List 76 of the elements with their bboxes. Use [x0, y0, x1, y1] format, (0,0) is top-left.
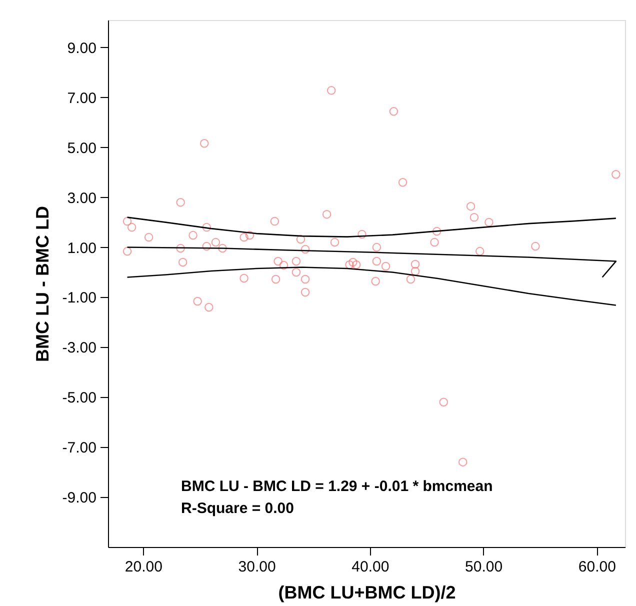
point — [430, 238, 439, 247]
y-axis-title: BMC LU - BMC LD — [32, 206, 52, 362]
y-tick-label: 3.00 — [67, 190, 96, 207]
point — [458, 458, 468, 466]
point — [300, 274, 310, 284]
point — [122, 216, 132, 226]
y-tick-label: 5.00 — [67, 140, 96, 157]
point — [531, 242, 540, 251]
point — [322, 210, 332, 219]
point — [144, 232, 154, 242]
point — [466, 202, 476, 211]
point — [348, 258, 358, 267]
x-tick-label: 30.00 — [238, 558, 276, 576]
x-tick-label: 60.00 — [578, 558, 616, 576]
point — [274, 256, 282, 266]
y-tick-label: 1.00 — [67, 240, 96, 257]
point — [271, 274, 280, 284]
point — [372, 256, 382, 266]
line-series — [126, 216, 617, 238]
point — [410, 260, 420, 269]
point — [300, 244, 310, 254]
point — [352, 260, 361, 270]
y-tick-label: -9.00 — [62, 490, 96, 507]
point — [122, 246, 132, 256]
point — [127, 222, 136, 232]
point — [279, 260, 288, 270]
point — [270, 216, 280, 226]
point — [188, 230, 198, 240]
y-tick-label: -7.00 — [62, 440, 96, 457]
y-tick-label: 7.00 — [67, 90, 96, 107]
point — [300, 288, 310, 297]
point — [476, 246, 484, 256]
y-tick-label: -1.00 — [62, 290, 96, 307]
point — [326, 86, 336, 95]
point — [612, 170, 620, 179]
annotation: R-Square = 0.00 — [181, 500, 294, 517]
point — [358, 230, 366, 239]
point — [240, 274, 248, 283]
annotation: BMC LU - BMC LD = 1.29 + -0.01 * bmcmean — [181, 478, 493, 495]
point — [176, 244, 185, 253]
point — [381, 262, 390, 271]
point — [372, 242, 382, 252]
point — [193, 296, 202, 306]
line-series — [126, 266, 617, 306]
point — [432, 226, 442, 236]
point — [204, 302, 214, 312]
point — [211, 238, 220, 247]
point — [389, 107, 398, 116]
point — [218, 244, 227, 253]
x-axis-title: (BMC LU+BMC LD)/2 — [278, 582, 456, 602]
point — [240, 232, 248, 242]
point — [439, 398, 448, 407]
point — [296, 234, 306, 244]
point — [178, 258, 188, 267]
point — [330, 238, 340, 247]
y-tick-label: 9.00 — [67, 40, 96, 57]
point — [345, 260, 354, 270]
point — [200, 139, 209, 148]
x-tick-label: 50.00 — [465, 558, 503, 576]
line-series — [126, 246, 617, 278]
point — [470, 212, 479, 222]
point — [202, 242, 212, 251]
y-tick-label: -5.00 — [62, 390, 96, 407]
point — [176, 198, 185, 207]
x-tick-label: 40.00 — [352, 558, 390, 576]
point — [202, 222, 212, 232]
y-tick-label: -3.00 — [62, 340, 96, 357]
point — [292, 268, 301, 277]
point — [406, 274, 416, 284]
x-tick-label: 20.00 — [124, 558, 162, 576]
point — [371, 276, 380, 286]
point — [398, 178, 408, 187]
point — [410, 266, 420, 276]
point — [292, 256, 301, 266]
point — [245, 230, 254, 240]
point — [484, 218, 494, 227]
